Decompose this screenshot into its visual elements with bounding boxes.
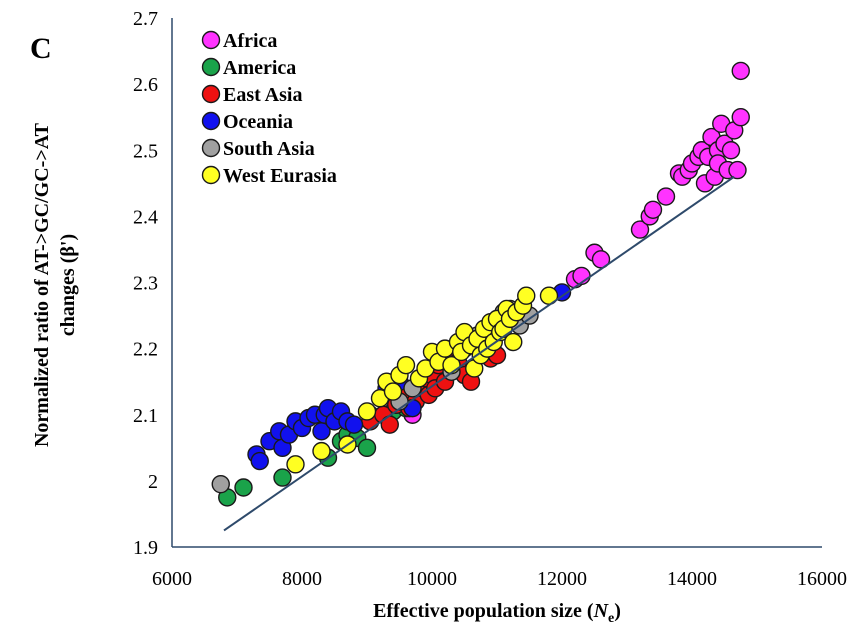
y-tick-label: 2.1: [133, 405, 158, 427]
y-axis-title-line1: Normalized ratio of AT->GC/GC->AT: [31, 122, 53, 447]
legend-marker: [201, 57, 221, 77]
y-tick-label: 2.5: [133, 140, 158, 162]
data-point: [396, 355, 416, 375]
legend-marker: [201, 84, 221, 104]
data-point: [504, 332, 523, 352]
x-tick-label: 8000: [282, 568, 322, 590]
x-tick-label: 16000: [797, 568, 847, 590]
series-africa: [361, 61, 750, 424]
x-axis-title: Effective population size (Ne): [373, 600, 621, 626]
data-point: [344, 415, 364, 434]
data-point: [731, 107, 750, 127]
data-point: [357, 438, 377, 458]
data-point: [643, 200, 663, 219]
x-axis-title-end: ): [614, 600, 621, 622]
series-west-eurasia: [286, 286, 559, 474]
data-point: [656, 187, 676, 206]
legend-marker: [201, 111, 221, 131]
y-axis-title-line2: changes (β'): [57, 234, 79, 336]
legend-marker: [201, 30, 221, 50]
trendline: [223, 175, 735, 532]
legend-label: Africa: [223, 30, 277, 52]
panel-letter: C: [30, 32, 52, 65]
data-point: [731, 61, 750, 81]
y-tick-label: 1.9: [133, 537, 158, 559]
data-point: [273, 468, 292, 487]
legend-marker: [201, 165, 221, 185]
y-tick-label: 2: [148, 471, 158, 493]
x-axis-title-main: Effective population size (: [373, 600, 594, 622]
data-point: [591, 250, 611, 269]
legend: Africa America East Asia Oceania South Asia W…: [201, 30, 337, 187]
data-point: [234, 478, 253, 497]
data-point: [383, 382, 403, 401]
legend-label: South Asia: [223, 138, 315, 160]
x-axis-title-sub: e: [608, 611, 614, 626]
y-tick-label: 2.6: [133, 74, 158, 96]
x-tick-label: 10000: [407, 568, 457, 590]
y-tick-labels: 1.9 2 2.1 2.2 2.3 2.4 2.5 2.6 2.7: [133, 8, 158, 559]
data-point: [211, 474, 230, 494]
data-point: [721, 141, 741, 160]
x-tick-label: 14000: [667, 568, 717, 590]
legend-label: East Asia: [223, 84, 302, 106]
legend-label: America: [223, 57, 296, 79]
legend-label: West Eurasia: [223, 165, 337, 187]
legend-label: Oceania: [223, 111, 293, 133]
data-point: [630, 220, 650, 239]
y-tick-label: 2.7: [133, 8, 158, 30]
y-tick-label: 2.4: [133, 206, 158, 228]
data-point: [286, 455, 305, 474]
y-tick-label: 2.2: [133, 339, 158, 361]
data-point: [517, 286, 536, 305]
data-point: [312, 441, 331, 461]
x-tick-label: 6000: [152, 568, 192, 590]
x-tick-labels: 6000 8000 10000 12000 14000 16000: [152, 568, 847, 590]
x-axis-title-var: N: [593, 600, 610, 622]
legend-marker: [201, 138, 221, 158]
y-tick-label: 2.3: [133, 273, 158, 295]
data-point: [250, 451, 269, 471]
x-tick-label: 12000: [537, 568, 587, 590]
axes: [171, 18, 822, 548]
data-point: [357, 402, 377, 421]
data-point: [728, 160, 747, 180]
y-axis-title: Normalized ratio of AT->GC/GC->AT change…: [31, 122, 79, 447]
